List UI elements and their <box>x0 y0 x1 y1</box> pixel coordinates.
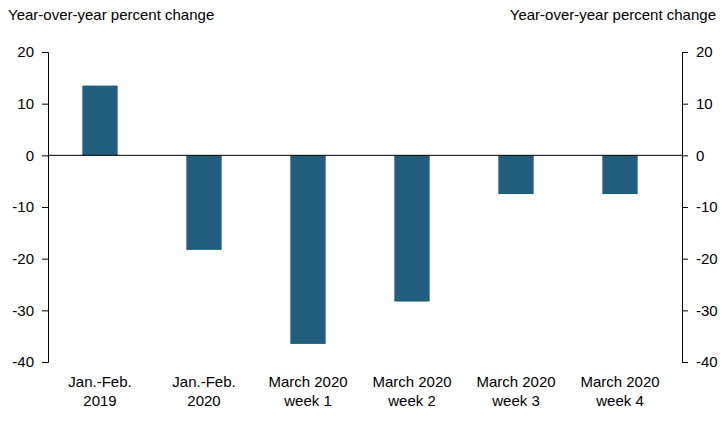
bar <box>186 155 221 250</box>
y2-axis-line <box>683 53 689 363</box>
y-tick-label: -10 <box>12 198 34 215</box>
zero-line <box>48 155 682 156</box>
y-tick-mark <box>42 207 48 208</box>
bars <box>82 86 637 344</box>
y-axis-title: Year-over-year percent change <box>8 6 214 23</box>
y-tick: -40 <box>12 353 48 370</box>
y-tick-label: -40 <box>12 353 34 370</box>
y-tick-label: 10 <box>17 95 34 112</box>
bar <box>602 155 637 194</box>
y2-tick-mark <box>682 310 688 311</box>
bar <box>394 155 429 301</box>
y-tick-mark <box>42 310 48 311</box>
y2-tick: -30 <box>682 302 718 319</box>
y2-tick: -40 <box>682 353 718 370</box>
x-tick-label: March 2020week 4 <box>580 373 659 409</box>
y-tick-mark <box>42 52 48 53</box>
y2-tick: 0 <box>682 147 704 164</box>
y-tick: 10 <box>17 95 48 112</box>
y2-tick-mark <box>682 155 688 156</box>
y2-tick: -20 <box>682 250 718 267</box>
y2-tick: 20 <box>682 43 713 60</box>
y-tick-label: -30 <box>12 302 34 319</box>
x-tick-label: Jan.-Feb.2020 <box>172 373 235 409</box>
y2-axis: -40 -30 -20 -10 0 10 20 <box>682 43 718 370</box>
y-tick: -10 <box>12 198 48 215</box>
y-tick-label: -20 <box>12 250 34 267</box>
x-axis: Jan.-Feb.2019 Jan.-Feb.2020 March 2020week… <box>68 373 659 409</box>
y2-tick-label: -10 <box>696 198 718 215</box>
y2-tick-label: -20 <box>696 250 718 267</box>
y-tick: 20 <box>17 43 48 60</box>
y2-tick-mark <box>682 362 688 363</box>
y2-tick-mark <box>682 207 688 208</box>
y-tick-label: 20 <box>17 43 34 60</box>
y-tick-mark <box>42 362 48 363</box>
y2-tick-label: -30 <box>696 302 718 319</box>
y2-tick-label: 0 <box>696 147 704 164</box>
chart: Year-over-year percent change Year-over-y… <box>0 0 725 425</box>
x-tick-label: March 2020week 2 <box>372 373 451 409</box>
x-tick-label: March 2020week 1 <box>268 373 347 409</box>
y-tick: -30 <box>12 302 48 319</box>
y-tick: 0 <box>26 147 48 164</box>
y-tick: -20 <box>12 250 48 267</box>
y2-tick-label: 20 <box>696 43 713 60</box>
y-axis-line <box>42 53 49 363</box>
y2-tick-mark <box>682 259 688 260</box>
y-axis: -40 -30 -20 -10 0 10 20 <box>12 43 48 370</box>
y2-tick-label: 10 <box>696 95 713 112</box>
bar <box>498 155 533 194</box>
y-tick-mark <box>42 259 48 260</box>
y2-tick: -10 <box>682 198 718 215</box>
y2-tick-mark <box>682 52 688 53</box>
y2-tick-mark <box>682 104 688 105</box>
y-tick-mark <box>42 104 48 105</box>
y-tick-mark <box>42 155 48 156</box>
bar <box>82 86 117 156</box>
y2-tick: 10 <box>682 95 713 112</box>
bar <box>290 155 325 344</box>
x-tick-label: Jan.-Feb.2019 <box>68 373 131 409</box>
y2-tick-label: -40 <box>696 353 718 370</box>
y2-axis-title: Year-over-year percent change <box>510 6 716 23</box>
y-tick-label: 0 <box>26 147 34 164</box>
x-tick-label: March 2020week 3 <box>476 373 555 409</box>
